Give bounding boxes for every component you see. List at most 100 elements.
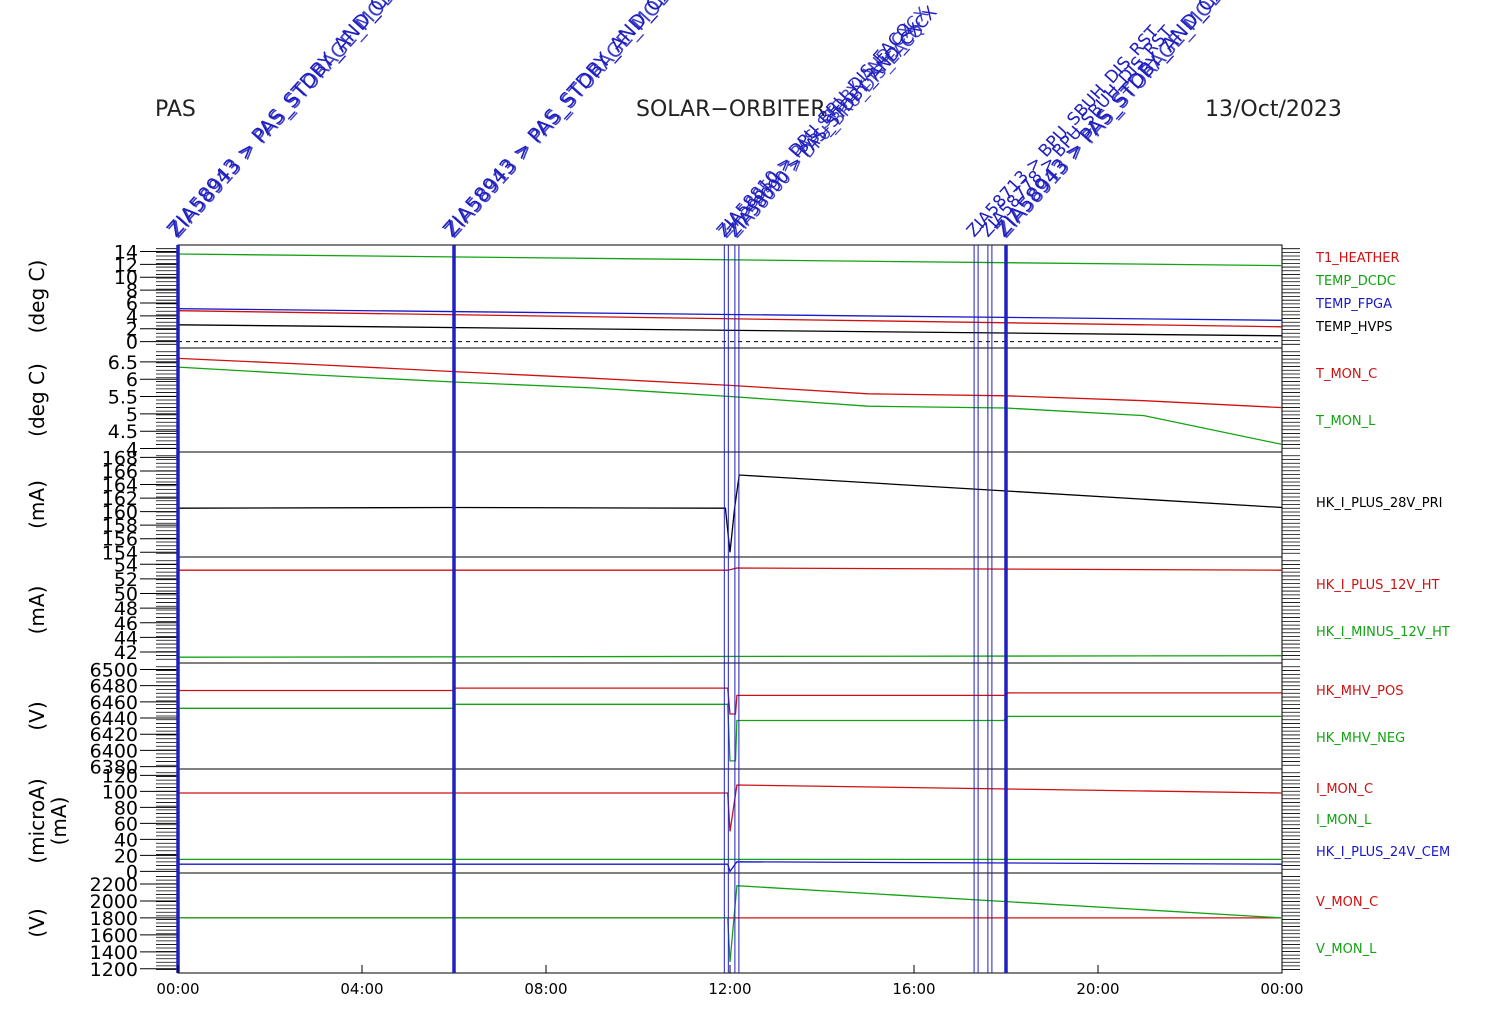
x-tick-label: 12:00 bbox=[708, 980, 751, 998]
y-tick-label: 46 bbox=[114, 613, 138, 635]
x-tick-label: 08:00 bbox=[524, 980, 567, 998]
x-tick-label: 00:00 bbox=[1260, 980, 1303, 998]
y-tick-label: 20 bbox=[114, 845, 138, 867]
x-tick-label: 04:00 bbox=[340, 980, 383, 998]
y-tick-label: 48 bbox=[114, 598, 138, 620]
y-tick-label: 8 bbox=[126, 280, 138, 302]
series-line-t-mon-c bbox=[177, 357, 1283, 409]
y-tick-label: 5 bbox=[126, 404, 138, 426]
y-tick-label: 4.5 bbox=[108, 421, 138, 443]
legend-hk-i-plus-28v-pri: HK_I_PLUS_28V_PRI bbox=[1316, 496, 1442, 511]
y-tick-label: 4 bbox=[126, 439, 138, 461]
y-axis-label: (mA) bbox=[25, 480, 49, 529]
panel-2: 44.555.566.5 (deg C) T_MON_C T_MON_L bbox=[25, 347, 1377, 461]
y-tick-label: 40 bbox=[114, 829, 138, 851]
date-title: 13/Oct/2023 bbox=[1205, 97, 1342, 122]
series-line-hk-i-plus-28v-pri bbox=[177, 474, 1283, 553]
legend-hk-i-plus-12v-ht: HK_I_PLUS_12V_HT bbox=[1316, 578, 1440, 593]
x-tick-label: 16:00 bbox=[892, 980, 935, 998]
y-tick-label: 6.5 bbox=[108, 352, 138, 374]
y-tick-label: 154 bbox=[102, 542, 138, 564]
mission-title: SOLAR−ORBITER bbox=[636, 97, 826, 122]
y-tick-label: 1400 bbox=[90, 942, 138, 964]
y-tick-label: 166 bbox=[102, 461, 138, 483]
y-tick-label: 54 bbox=[114, 554, 138, 576]
y-tick-label: 4 bbox=[126, 306, 138, 328]
y-tick-label: 6420 bbox=[90, 724, 138, 746]
panel-frame bbox=[177, 556, 1283, 664]
instrument-title: PAS bbox=[155, 97, 196, 122]
y-tick-label: 6 bbox=[126, 293, 138, 315]
y-axis-label: (V) bbox=[25, 701, 49, 730]
series-line-hk-i-minus-12v-ht bbox=[177, 655, 1283, 658]
series-line-hk-i-plus-12v-ht bbox=[178, 567, 1283, 571]
legend-hk-i-plus-24v-cem: HK_I_PLUS_24V_CEM bbox=[1316, 845, 1450, 860]
y-tick-label: 6 bbox=[126, 369, 138, 391]
y-tick-label: 1200 bbox=[90, 959, 138, 981]
y-tick-label: 5.5 bbox=[108, 387, 138, 409]
y-tick-label: 2200 bbox=[90, 874, 138, 896]
series-line-temp-fpga bbox=[177, 308, 1283, 321]
y-tick-label: 50 bbox=[114, 584, 138, 606]
x-tick-label: 00:00 bbox=[156, 980, 199, 998]
y-axis-label: (V) bbox=[25, 908, 49, 937]
legend-t-mon-c: T_MON_C bbox=[1315, 367, 1377, 382]
series-line-temp-hvps bbox=[177, 324, 1283, 337]
y-tick-label: 6400 bbox=[90, 740, 138, 762]
y-tick-label: 6500 bbox=[90, 659, 138, 681]
y-tick-label: 1600 bbox=[90, 925, 138, 947]
y-tick-label: 80 bbox=[114, 797, 138, 819]
event-label-overprint: ZIA58913 > PAS_STORAGE_MODE bbox=[164, 0, 409, 242]
y-tick-label: 120 bbox=[102, 765, 138, 787]
series-line-temp-dcdc bbox=[177, 253, 1283, 267]
series-line-t-mon-l bbox=[177, 366, 1283, 446]
y-tick-label: 6380 bbox=[90, 757, 138, 779]
legend-hk-mhv-neg: HK_MHV_NEG bbox=[1316, 731, 1405, 746]
series-line-i-mon-c bbox=[178, 784, 1283, 832]
y-tick-label: 158 bbox=[102, 515, 138, 537]
panel-frame bbox=[177, 451, 1283, 558]
series-line-v-mon-l bbox=[178, 885, 1283, 963]
y-tick-label: 6480 bbox=[90, 676, 138, 698]
y-tick-label: 164 bbox=[102, 475, 138, 497]
y-tick-label: 160 bbox=[102, 502, 138, 524]
y-axis-label: (microA) bbox=[25, 778, 49, 863]
legend-hk-i-minus-12v-ht: HK_I_MINUS_12V_HT bbox=[1316, 625, 1450, 640]
y-tick-label: 0 bbox=[126, 861, 138, 883]
y-axis-label: (deg C) bbox=[25, 363, 49, 437]
legend-v-mon-c: V_MON_C bbox=[1316, 895, 1378, 910]
series-line-hk-mhv-pos bbox=[178, 687, 1282, 715]
y-tick-label: 12 bbox=[114, 254, 138, 276]
y-tick-label: 0 bbox=[126, 332, 138, 354]
legend-i-mon-l: I_MON_L bbox=[1316, 813, 1372, 828]
series-line-hk-i-plus-24v-cem bbox=[178, 861, 1283, 873]
y-axis-label: (deg C) bbox=[25, 260, 49, 334]
legend-hk-mhv-pos: HK_MHV_POS bbox=[1316, 684, 1404, 699]
series-line-t1-heather bbox=[177, 310, 1283, 328]
legend-t-mon-l: T_MON_L bbox=[1315, 414, 1376, 429]
y-tick-label: 2000 bbox=[90, 891, 138, 913]
y-tick-label: 42 bbox=[114, 642, 138, 664]
x-tick-label: 20:00 bbox=[1076, 980, 1119, 998]
y-tick-label: 1800 bbox=[90, 908, 138, 930]
y-tick-label: 2 bbox=[126, 319, 138, 341]
legend-temp-fpga: TEMP_FPGA bbox=[1315, 297, 1392, 312]
y-tick-label: 156 bbox=[102, 529, 138, 551]
y-tick-label: 6460 bbox=[90, 692, 138, 714]
y-tick-label: 162 bbox=[102, 488, 138, 510]
y-tick-label: 52 bbox=[114, 569, 138, 591]
legend-temp-dcdc: TEMP_DCDC bbox=[1315, 274, 1396, 289]
y-tick-label: 168 bbox=[102, 447, 138, 469]
legend-i-mon-c: I_MON_C bbox=[1316, 782, 1373, 797]
y-tick-label: 44 bbox=[114, 627, 138, 649]
y-tick-label: 14 bbox=[114, 241, 138, 263]
